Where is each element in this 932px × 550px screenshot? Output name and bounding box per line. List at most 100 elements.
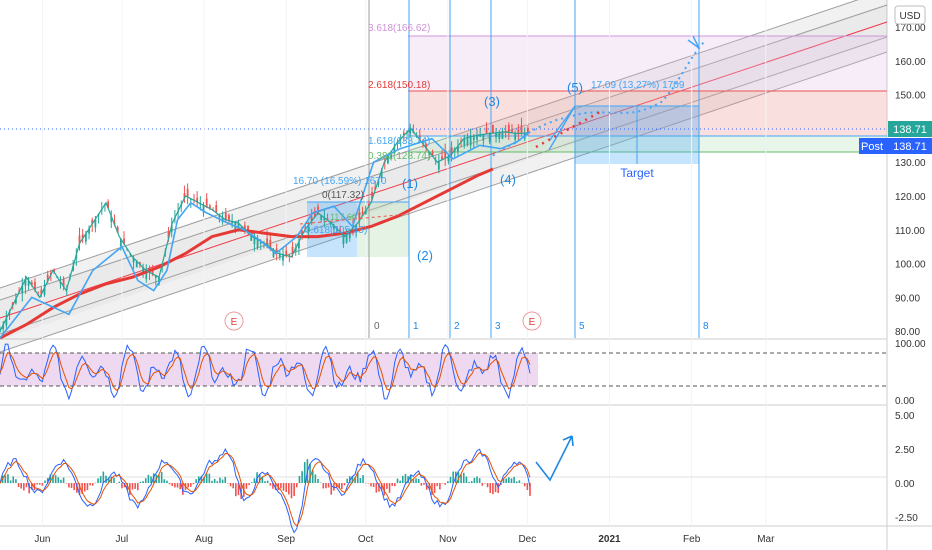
candle-body [21,285,24,294]
earnings-marker[interactable] [224,311,244,331]
price-panel[interactable] [0,0,887,338]
time-tick-label: Mar [757,534,775,545]
histogram-bar [322,483,325,489]
earnings-marker[interactable] [522,311,542,331]
channel-band [0,5,887,340]
histogram-bar [486,483,489,488]
histogram-bar [492,483,494,495]
stochastic-panel[interactable] [0,340,887,404]
oscillator-tick-label: -2.50 [895,513,918,524]
histogram-bar [213,478,216,484]
candle-body [170,225,173,232]
stochastic-tick-label: 0.00 [895,396,915,407]
histogram-bar [142,481,144,484]
candle-body [339,229,342,233]
histogram-bar [250,482,253,484]
histogram-bar [439,483,441,490]
histogram-bar [205,473,208,484]
histogram-bar [97,478,99,484]
candle-body [154,275,157,278]
channel-line [0,36,888,335]
candle-body [256,239,259,248]
histogram-bar [330,483,333,495]
time-axis[interactable]: Jun Jul Aug Sep Oct Nov Dec 2021 Feb Mar [34,534,775,545]
channel-band [0,0,887,352]
histogram-bar [494,483,497,493]
price-tick-label: 120.00 [895,192,926,203]
candle-body [444,150,447,159]
histogram-bar [473,477,476,484]
candle-body [15,298,17,304]
histogram-bar [402,475,404,484]
candle-body [469,136,472,146]
histogram-bar [396,478,399,484]
currency-badge[interactable] [894,5,926,25]
candle-body [511,130,513,133]
histogram-bar [526,483,529,491]
histogram-bar [404,473,407,484]
histogram-bar [200,476,203,484]
oscillator-panel[interactable] [0,406,887,526]
histogram-bar [343,483,346,486]
histogram-bar [171,483,174,486]
histogram-bar [25,483,28,488]
histogram-bar [174,483,176,488]
histogram-bar [383,483,386,496]
time-count-1: 1 [413,321,419,332]
stochastic-d-line [0,351,531,391]
fib-label-2618: 2.618(150.18) [368,80,430,91]
oscillator-axis[interactable]: 5.00 2.50 0.00 -2.50 [895,411,918,524]
candle-body [30,282,33,286]
candle-body [186,188,189,198]
histogram-bar [62,477,65,484]
histogram-bar [4,475,7,484]
histogram-bar [298,475,301,484]
candle-body [520,125,523,134]
histogram-bar [288,483,290,495]
histogram-bar [176,483,179,488]
candle-body [485,127,488,134]
histogram-bar [91,483,94,486]
candle-body [135,261,138,268]
histogram-bar [12,476,15,484]
candle-body [457,146,459,152]
measure-label-left: 16.70 (16.59%) 1670 [293,176,387,187]
candle-body [367,203,370,207]
candle-body [34,281,36,291]
histogram-bar [375,483,378,493]
histogram-bar [462,472,465,484]
candle-body [298,241,300,249]
time-count-3: 3 [495,321,501,332]
histogram-bar [7,474,9,484]
histogram-bar [341,483,343,490]
price-axis[interactable]: 80.0090.00100.00110.00120.00130.00140.00… [895,23,926,338]
candle-body [24,279,27,286]
histogram-bar [203,476,205,484]
candle-body [139,262,141,265]
wave-label-1: (1) [402,176,418,191]
histogram-bar [70,483,73,489]
candle-body [224,212,227,220]
candle-body [313,210,316,217]
candle-body [237,223,240,228]
oscillator-projection-arrow [535,435,573,482]
histogram-bar [179,483,181,490]
candle-body [84,233,87,242]
histogram-bar [417,478,420,484]
histogram-bar [197,476,200,484]
vertical-grid [41,0,767,526]
stochastic-axis[interactable]: 100.00 0.00 [895,339,926,407]
ma-projection-line [535,110,601,149]
histogram-bar [444,483,446,485]
histogram-bar [46,478,49,484]
histogram-bar [465,476,468,484]
oscillator-arrowhead [562,435,574,447]
candle-body [428,152,431,156]
histogram-bar [317,478,319,484]
candle-body [348,231,351,239]
candle-body [123,238,125,244]
histogram-bar [425,483,428,490]
candle-body [2,324,5,330]
candle-body [142,267,144,275]
